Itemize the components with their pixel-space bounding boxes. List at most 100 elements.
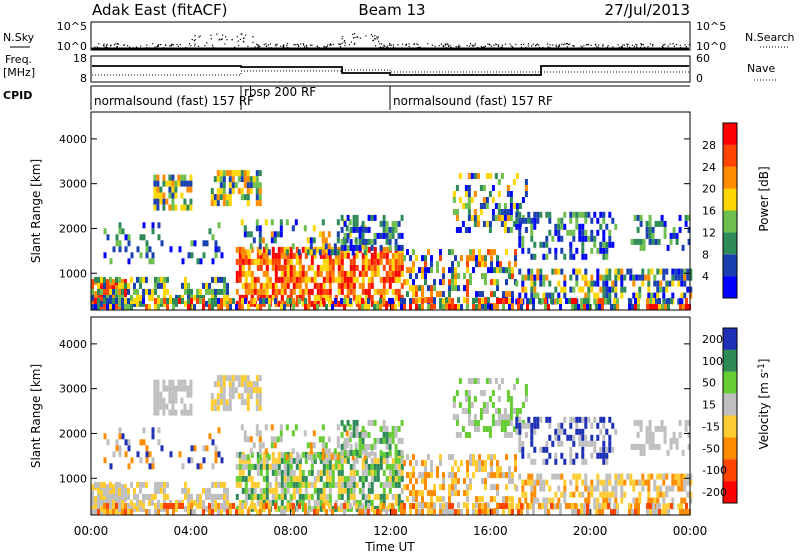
velocity-cell: [367, 469, 371, 476]
power-cell: [145, 304, 148, 310]
nsky-point: [626, 45, 629, 47]
velocity-cell: [635, 497, 639, 504]
power-cell: [563, 292, 567, 299]
power-cell: [639, 220, 643, 227]
power-cell: [661, 304, 664, 310]
power-cell: [391, 276, 395, 283]
power-cell: [97, 288, 100, 295]
power-cell: [327, 243, 331, 250]
nsky-point: [283, 44, 285, 46]
velocity-cell: [127, 439, 131, 446]
power-cell: [180, 192, 184, 199]
velocity-cell: [436, 496, 439, 503]
velocity-cell: [527, 422, 531, 429]
velocity-cell: [496, 490, 499, 497]
power-cell: [557, 229, 561, 236]
power-cell: [530, 253, 534, 260]
power-cell: [385, 252, 389, 259]
velocity-cell: [214, 493, 217, 500]
velocity-cell: [569, 422, 573, 429]
velocity-cell: [412, 503, 415, 509]
velocity-cell: [451, 509, 454, 515]
velocity-cell: [406, 472, 409, 479]
power-cell: [584, 229, 588, 236]
velocity-cell: [500, 426, 504, 432]
power-cell: [127, 258, 131, 265]
power-cell: [635, 292, 639, 299]
velocity-cell: [529, 503, 532, 509]
power-cell: [488, 221, 492, 227]
velocity-cell: [253, 481, 257, 488]
velocity-cell: [454, 484, 457, 491]
velocity-cell: [121, 484, 124, 491]
velocity-cell: [424, 478, 427, 485]
power-cell: [478, 261, 481, 268]
power-cell: [563, 253, 567, 260]
velocity-cell: [343, 437, 347, 444]
velocity-cell: [219, 375, 223, 382]
velocity-cell: [442, 484, 445, 491]
power-cell: [524, 217, 528, 224]
power-cell: [210, 188, 214, 195]
power-cell: [610, 304, 613, 310]
velocity-cell: [608, 440, 612, 447]
power-cell: [100, 285, 103, 292]
velocity-cell: [514, 454, 517, 461]
power-cell: [238, 294, 242, 301]
power-cell: [539, 280, 543, 287]
power-cell: [503, 215, 507, 221]
velocity-cell: [626, 473, 630, 480]
power-cell: [243, 182, 247, 189]
power-cell: [307, 288, 311, 295]
velocity-cell: [277, 505, 281, 512]
velocity-cell: [351, 454, 355, 461]
power-cell: [271, 288, 275, 295]
power-cell: [217, 276, 220, 283]
power-cell: [178, 294, 181, 301]
velocity-cell: [240, 381, 244, 388]
velocity-cell: [499, 466, 502, 473]
velocity-cell: [142, 481, 145, 488]
power-cell: [351, 249, 355, 256]
power-cell: [686, 274, 690, 281]
power-cell: [255, 188, 259, 195]
power-cell: [583, 298, 586, 304]
power-cell: [400, 244, 404, 251]
velocity-cell: [247, 463, 251, 470]
velocity-cell: [530, 473, 534, 480]
power-cell: [511, 304, 514, 310]
power-cell: [190, 294, 193, 301]
nsky-point: [531, 45, 533, 47]
power-cell: [349, 264, 353, 271]
power-cell: [481, 291, 484, 298]
power-cell: [496, 298, 499, 304]
power-cell: [306, 237, 310, 244]
power-cell: [442, 291, 445, 298]
power-cell: [475, 255, 478, 262]
velocity-cell: [171, 409, 175, 416]
velocity-cell: [388, 469, 392, 476]
power-cell: [162, 192, 166, 199]
velocity-cell: [349, 481, 353, 488]
velocity-cell: [274, 503, 277, 509]
power-cell: [466, 298, 469, 304]
velocity-cell: [244, 493, 248, 500]
velocity-cell: [157, 499, 160, 506]
power-cell: [527, 217, 531, 224]
velocity-cell: [590, 491, 594, 498]
power-cell: [228, 182, 232, 189]
velocity-cell: [452, 402, 456, 408]
power-cell: [584, 253, 588, 260]
nsky-tick-bottom: 10^0: [57, 40, 87, 53]
velocity-cell: [355, 481, 359, 488]
velocity-cell: [418, 502, 421, 509]
power-cell: [292, 298, 295, 304]
velocity-cell: [379, 503, 382, 509]
velocity-cell: [148, 493, 151, 500]
nsky-point: [459, 46, 461, 48]
velocity-cell: [400, 503, 403, 509]
power-cell: [295, 246, 299, 253]
power-cell: [539, 241, 543, 248]
velocity-cell: [403, 509, 406, 515]
velocity-cell: [154, 493, 157, 500]
